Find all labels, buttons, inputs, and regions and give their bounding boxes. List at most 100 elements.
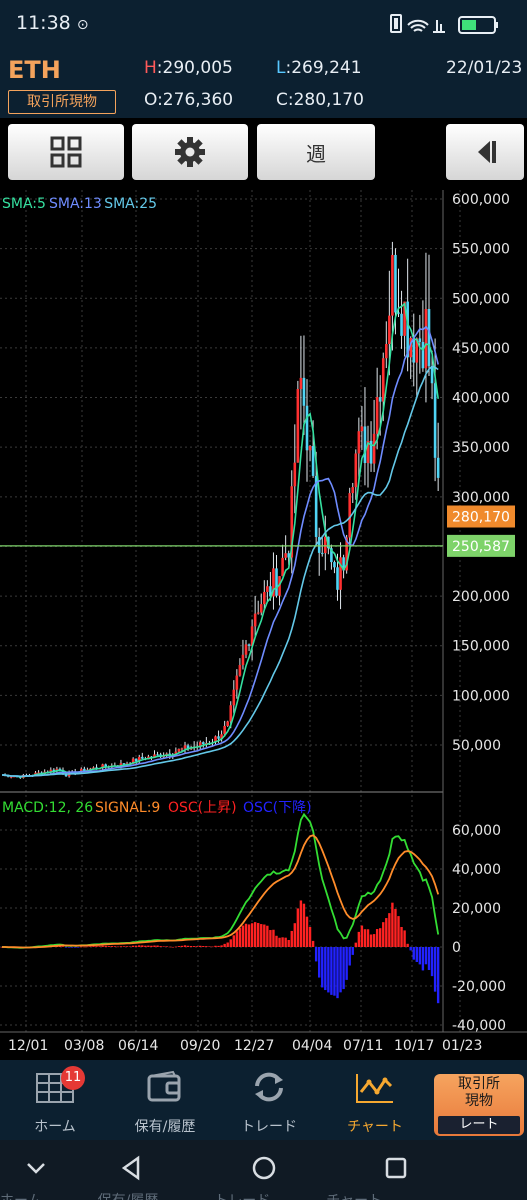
home-circle-icon[interactable] (250, 1154, 278, 1182)
candle-down (330, 548, 333, 563)
candle-down (317, 536, 321, 553)
chart-area[interactable]: 600,000 550,000 500,000 450,000 400,000 350,0… (0, 190, 527, 1060)
status-time: 11:38 ⊙ (16, 12, 89, 34)
high-price: H:290,005 (144, 58, 233, 78)
nav-holdings[interactable]: 保有/履歴 (110, 1060, 220, 1140)
nav-trade[interactable]: トレード (214, 1060, 324, 1140)
osc-up-bar (147, 945, 150, 947)
osc-up-bar (250, 923, 254, 947)
osc-up-legend: OSC(上昇) (168, 800, 237, 816)
osc-down-bar (339, 947, 342, 993)
osc-up-bar (275, 935, 278, 947)
sma-25-line (1, 365, 439, 778)
candle-down (64, 773, 68, 777)
recents-icon[interactable] (382, 1154, 410, 1182)
osc-up-bar (400, 926, 403, 947)
macd-tick-label: 20,000 (452, 901, 501, 917)
osc-up-bar (138, 945, 141, 947)
osc-up-bar (293, 923, 296, 947)
candle-down (302, 377, 306, 406)
candle-up (354, 453, 358, 488)
candle-up (284, 553, 287, 558)
candle-up (198, 742, 202, 747)
layout-button[interactable] (8, 124, 124, 180)
osc-up-bar (89, 946, 92, 947)
candle-down (369, 440, 373, 464)
macd-tick-label: 60,000 (452, 823, 501, 839)
osc-up-bar (311, 940, 315, 947)
chevron-down-icon[interactable] (22, 1154, 50, 1182)
status-icons (389, 12, 509, 41)
osc-up-bar (119, 946, 123, 947)
candle-down (436, 457, 440, 478)
osc-up-bar (104, 945, 107, 947)
candle-up (348, 493, 351, 538)
trade-arrows-icon (255, 1072, 283, 1102)
candle-down (186, 745, 190, 750)
osc-down-bar (330, 947, 333, 995)
candle-up (223, 725, 226, 735)
macd-tick-label: -40,000 (452, 1018, 506, 1034)
osc-up-bar (260, 924, 263, 947)
date-tick-label: 03/08 (64, 1038, 104, 1054)
osc-up-bar (113, 946, 117, 947)
market-badge[interactable]: 取引所現物 (8, 90, 116, 114)
sma-13-line (1, 325, 439, 778)
osc-down-bar (64, 947, 68, 948)
candle-down (394, 254, 397, 313)
price-chart[interactable]: 600,000 550,000 500,000 450,000 400,000 350,0… (0, 190, 527, 1060)
candle-up (9, 776, 13, 778)
osc-down-bar (412, 947, 415, 960)
candle-up (241, 654, 245, 666)
osc-up-bar (186, 945, 190, 947)
osc-up-bar (220, 945, 223, 947)
collapse-panel-button[interactable] (446, 124, 524, 180)
settings-button[interactable] (132, 124, 248, 180)
osc-up-bar (223, 943, 226, 947)
nav-chart[interactable]: チャート (320, 1060, 430, 1140)
osc-up-bar (247, 924, 251, 947)
macd-line (2, 812, 440, 949)
osc-up-bar (101, 945, 104, 947)
osc-down-bar (427, 947, 431, 970)
wallet-icon (147, 1070, 181, 1102)
osc-down-bar (67, 947, 71, 948)
osc-up-bar (199, 945, 202, 947)
ghost-nav-text: ホーム 保有/履歴 トレード チャート (0, 1190, 527, 1200)
candle-down (421, 341, 425, 369)
osc-up-bar (226, 942, 229, 947)
price-tick-label: 600,000 (452, 192, 510, 208)
nav-home[interactable]: 11 ホーム (0, 1060, 110, 1140)
osc-up-bar (168, 946, 171, 948)
candle-down (378, 397, 382, 402)
candle-up (256, 612, 260, 614)
candle-down (430, 366, 434, 384)
date-tick-label: 01/23 (442, 1038, 482, 1054)
osc-up-bar (238, 928, 242, 947)
nav-trade-label: トレード (241, 1119, 297, 1135)
osc-down-bar (314, 947, 318, 962)
candle-up (174, 751, 178, 755)
osc-up-bar (385, 918, 388, 947)
symbol-header: ETH 取引所現物 H:290,005 L:269,241 22/01/23 O… (0, 46, 527, 118)
osc-up-bar (92, 946, 95, 947)
candle-up (220, 734, 223, 739)
candle-down (202, 742, 205, 745)
osc-down-bar (336, 947, 339, 999)
period-button[interactable]: 週 (257, 124, 375, 180)
candle-down (400, 313, 403, 336)
candle-up (360, 426, 364, 432)
osc-up-bar (397, 916, 400, 947)
candle-up (205, 742, 208, 745)
osc-up-bar (382, 922, 385, 947)
back-icon[interactable] (118, 1154, 146, 1182)
candle-up (92, 767, 95, 769)
sma-legend-3: SMA:25 (104, 196, 157, 212)
rate-button[interactable]: 取引所 現物 レート (434, 1074, 524, 1136)
candle-down (83, 768, 86, 772)
date-tick-label: 04/04 (292, 1038, 332, 1054)
candle-up (388, 315, 391, 345)
osc-up-bar (284, 937, 287, 947)
candle-up (357, 431, 361, 454)
open-price: O:276,360 (144, 90, 234, 110)
